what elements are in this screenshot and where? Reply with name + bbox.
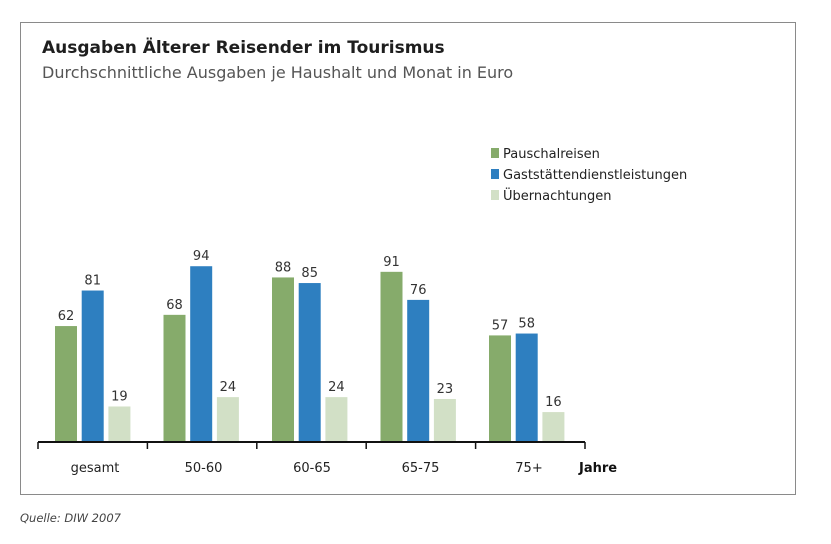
x-tick-label-0: gesamt [71, 461, 120, 476]
data-label-75+-0: 57 [492, 318, 509, 333]
bar-gesamt-0 [55, 326, 77, 442]
data-label-65-75-0: 91 [383, 255, 400, 270]
data-label-60-65-1: 85 [301, 266, 318, 281]
bar-50-60-2 [216, 397, 239, 442]
bar-75+-2 [542, 412, 565, 442]
data-label-75+-2: 16 [545, 395, 562, 410]
bar-65-75-2 [433, 398, 456, 442]
data-label-gesamt-1: 81 [84, 274, 101, 289]
legend-label-2: Übernachtungen [503, 187, 612, 204]
source-note: Quelle: DIW 2007 [20, 511, 121, 525]
bar-60-65-1 [298, 283, 321, 442]
x-tick-label-2: 60-65 [293, 461, 331, 476]
data-label-75+-1: 58 [518, 317, 535, 332]
data-label-50-60-0: 68 [166, 298, 183, 313]
bar-75+-1 [515, 333, 538, 442]
x-tick-label-4: 75+ [515, 461, 542, 476]
x-axis-unit-label: Jahre [578, 461, 617, 476]
legend-swatch-0 [491, 148, 499, 158]
bar-60-65-2 [325, 397, 348, 442]
legend-swatch-1 [491, 169, 499, 179]
chart-subtitle: Durchschnittliche Ausgaben je Haushalt u… [42, 63, 514, 82]
data-label-gesamt-2: 19 [111, 389, 128, 404]
legend: Pauschalreisen Gaststättendienstleistunge… [491, 147, 687, 204]
x-tick-label-3: 65-75 [402, 461, 440, 476]
data-label-65-75-2: 23 [437, 382, 454, 397]
legend-label-0: Pauschalreisen [503, 147, 600, 162]
bars-layer: 62 81 19 68 94 24 88 85 24 91 76 23 57 58 16 [55, 249, 565, 442]
bar-gesamt-1 [81, 290, 104, 442]
data-label-65-75-1: 76 [410, 283, 427, 298]
data-label-gesamt-0: 62 [58, 309, 75, 324]
bar-50-60-0 [163, 314, 186, 442]
bar-50-60-1 [190, 266, 213, 442]
data-label-50-60-1: 94 [193, 249, 210, 264]
data-label-60-65-2: 24 [328, 380, 345, 395]
chart-title: Ausgaben Älterer Reisender im Tourismus [42, 38, 445, 58]
data-label-60-65-0: 88 [275, 260, 292, 275]
legend-label-1: Gaststättendienstleistungen [503, 168, 687, 183]
data-label-50-60-2: 24 [220, 380, 237, 395]
bar-75+-0 [489, 335, 511, 442]
bar-gesamt-2 [108, 406, 131, 442]
bar-65-75-0 [380, 271, 403, 442]
x-axis: gesamt 50-60 60-65 65-75 75+ [37, 441, 586, 476]
bar-65-75-1 [407, 299, 430, 442]
x-tick-label-1: 50-60 [185, 461, 223, 476]
legend-swatch-2 [491, 190, 499, 200]
bar-60-65-0 [272, 277, 294, 442]
